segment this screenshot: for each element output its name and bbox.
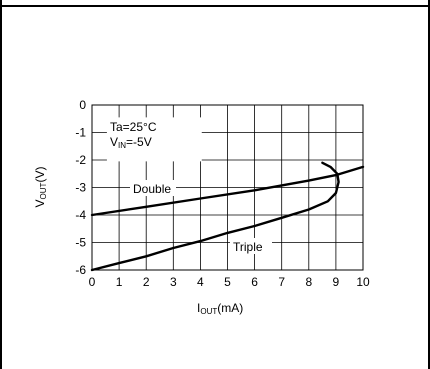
y-tick-label: 0 — [79, 98, 86, 112]
series-line-double — [90, 165, 365, 217]
x-tick-label: 2 — [143, 275, 150, 289]
x-tick-label: 1 — [116, 275, 123, 289]
series-label-triple: Triple — [233, 240, 263, 254]
annotation-temperature: Ta=25°C — [110, 120, 157, 134]
y-tick-label: -3 — [75, 181, 86, 195]
double-label-bg — [130, 180, 176, 196]
top-rule — [0, 0, 430, 7]
y-tick-label: -2 — [75, 153, 86, 167]
y-tick-label: -5 — [75, 236, 86, 250]
x-tick-label: 0 — [89, 275, 96, 289]
x-tick-label: 6 — [251, 275, 258, 289]
y-tick-label: -6 — [75, 263, 86, 277]
triple-label-bg — [230, 238, 272, 254]
x-tick-label: 8 — [305, 275, 312, 289]
annotation-box — [106, 117, 202, 162]
x-tick-label: 3 — [170, 275, 177, 289]
series-label-double: Double — [133, 182, 171, 196]
y-tick-label: -4 — [75, 208, 86, 222]
x-tick-label: 4 — [197, 275, 204, 289]
y-axis-title: VOUT(V) — [33, 167, 48, 208]
x-tick-labels: 0 1 2 3 4 5 6 7 8 9 10 — [89, 275, 370, 289]
series-line-triple — [90, 161, 340, 272]
x-tick-label: 9 — [333, 275, 340, 289]
series-group — [90, 161, 365, 272]
plot-frame — [91, 104, 364, 271]
x-axis-title: IOUT(mA) — [197, 301, 243, 316]
x-tick-label: 7 — [278, 275, 285, 289]
x-tick-label: 5 — [224, 275, 231, 289]
y-tick-label: -1 — [75, 126, 86, 140]
annotation-vin: VIN=-5V — [110, 135, 152, 150]
y-tick-labels: 0 -1 -2 -3 -4 -5 -6 — [75, 98, 86, 277]
x-tick-label: 10 — [356, 275, 370, 289]
